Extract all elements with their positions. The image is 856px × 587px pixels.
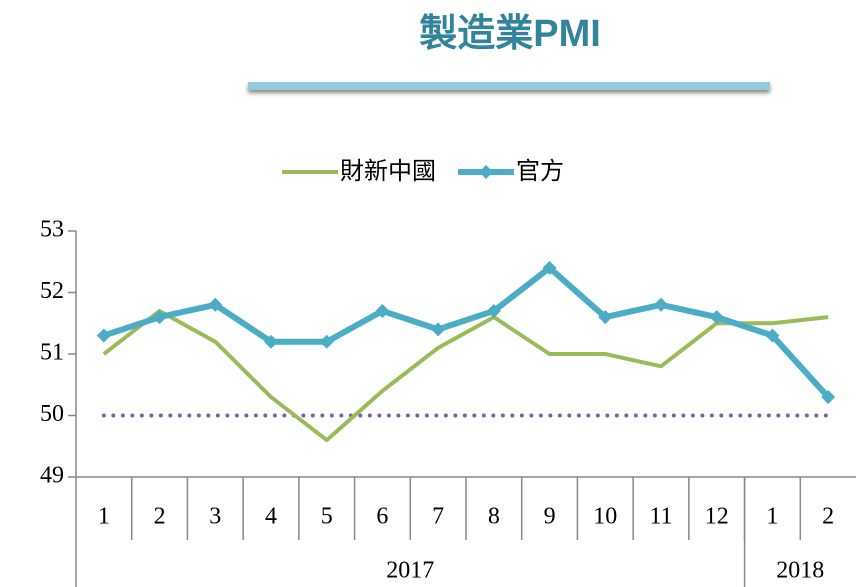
group-label: 2018 <box>776 558 824 584</box>
x-tick-label: 6 <box>376 504 388 530</box>
series-marker <box>821 390 836 405</box>
series-marker <box>709 310 724 325</box>
x-tick-label: 11 <box>649 504 672 530</box>
y-tick-label: 52 <box>40 278 64 304</box>
x-tick-label: 1 <box>98 504 110 530</box>
y-tick-label: 51 <box>40 340 64 366</box>
x-tick-label: 1 <box>766 504 778 530</box>
series-marker <box>431 322 446 337</box>
series-marker <box>264 334 278 349</box>
series-line <box>102 264 831 400</box>
legend-label: 財新中國 <box>340 157 436 185</box>
x-tick-label: 9 <box>544 504 556 530</box>
x-tick-label: 7 <box>432 504 444 530</box>
series-marker <box>486 303 501 318</box>
series-line <box>102 308 829 443</box>
x-tick-label: 5 <box>321 504 333 530</box>
legend-marker <box>479 165 493 179</box>
series-marker <box>319 334 334 349</box>
y-tick-label: 49 <box>40 463 64 489</box>
series-marker <box>542 260 557 275</box>
series-marker <box>152 310 167 325</box>
group-label: 2017 <box>386 558 434 584</box>
series-marker <box>375 303 390 318</box>
chart-title: 製造業PMI <box>419 13 601 55</box>
x-tick-label: 4 <box>265 504 277 530</box>
series-marker <box>654 297 668 312</box>
series-marker <box>96 328 111 343</box>
series-marker <box>765 328 780 343</box>
y-tick-label: 53 <box>40 217 64 243</box>
x-tick-label: 2 <box>822 504 834 530</box>
y-tick-label: 50 <box>40 401 64 427</box>
x-tick-label: 12 <box>705 504 729 530</box>
x-tick-label: 3 <box>209 504 221 530</box>
x-tick-label: 8 <box>488 504 500 530</box>
x-tick-label: 10 <box>593 504 617 530</box>
x-tick-label: 2 <box>154 504 166 530</box>
series-marker <box>208 297 223 312</box>
legend-label: 官方 <box>516 157 564 185</box>
series-marker <box>598 310 613 325</box>
title-underline <box>248 82 770 90</box>
